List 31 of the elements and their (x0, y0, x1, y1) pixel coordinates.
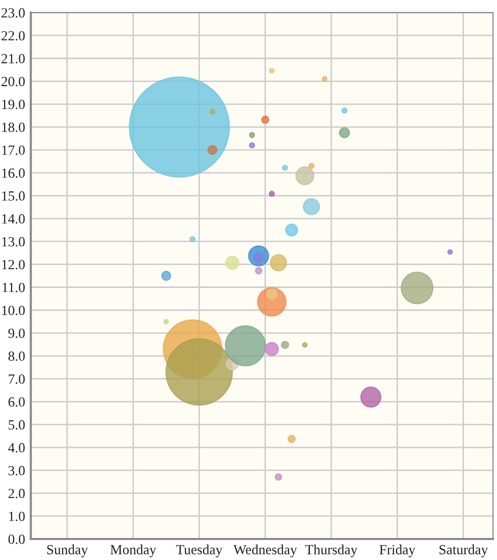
y-tick-label: 3.0 (8, 466, 25, 476)
y-tick-label: 4.0 (8, 443, 25, 452)
y-tick-label: 20.0 (2, 76, 25, 86)
y-tick-label: 11.0 (2, 282, 25, 292)
y-tick-label: 21.0 (2, 54, 25, 64)
y-tick-label: 9.0 (8, 328, 25, 338)
x-tick-label: Wednesday (233, 544, 297, 558)
y-tick-label: 8.0 (8, 351, 25, 361)
x-tick-label: Sunday (47, 544, 88, 558)
x-tick-label: Tuesday (176, 544, 222, 558)
x-tick-label: Saturday (440, 544, 488, 558)
y-tick-label: 17.0 (2, 146, 25, 155)
x-tick-label: Monday (110, 544, 156, 558)
y-tick-label: 18.0 (2, 122, 25, 132)
y-tick-label: 1.0 (9, 512, 25, 522)
y-tick-label: 5.0 (8, 420, 25, 430)
y-tick-label: 6.0 (8, 397, 25, 407)
y-tick-label: 15.0 (2, 191, 25, 201)
y-tick-label: 16.0 (2, 168, 25, 178)
y-tick-label: 2.0 (8, 488, 25, 498)
y-tick-label: 7.0 (8, 374, 25, 384)
y-tick-label: 0.0 (8, 534, 25, 544)
y-tick-label: 13.0 (2, 237, 25, 246)
y-tick-label: 14.0 (2, 214, 25, 224)
y-tick-label: 23.0 (2, 8, 25, 18)
y-tick-label: 10.0 (2, 306, 25, 316)
x-tick-label: Thursday (305, 544, 358, 558)
y-tick-label: 19.0 (2, 100, 25, 110)
y-tick-label: 12.0 (2, 260, 25, 270)
x-tick-label: Friday (380, 544, 416, 558)
y-tick-label: 22.0 (2, 31, 25, 41)
